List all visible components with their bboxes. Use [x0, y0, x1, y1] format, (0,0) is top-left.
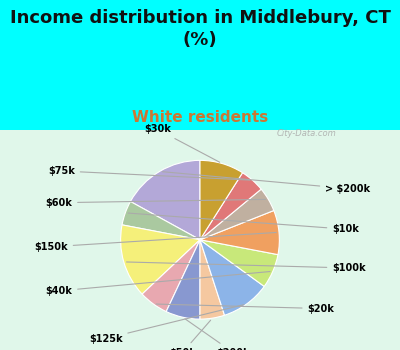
Text: $50k: $50k	[169, 320, 210, 350]
Wedge shape	[121, 225, 200, 294]
Wedge shape	[166, 240, 200, 319]
Wedge shape	[200, 240, 278, 286]
Wedge shape	[200, 240, 264, 315]
Text: White residents: White residents	[132, 110, 268, 125]
Wedge shape	[142, 240, 200, 312]
Text: $20k: $20k	[156, 303, 334, 314]
Text: Income distribution in Middlebury, CT
(%): Income distribution in Middlebury, CT (%…	[10, 9, 390, 49]
Wedge shape	[200, 211, 279, 254]
Text: $125k: $125k	[89, 304, 244, 344]
Text: $200k: $200k	[185, 319, 250, 350]
Wedge shape	[200, 240, 224, 319]
Text: $60k: $60k	[45, 198, 266, 208]
Text: $75k: $75k	[48, 166, 250, 180]
Text: $40k: $40k	[45, 272, 270, 296]
Text: > $200k: > $200k	[162, 172, 370, 194]
Wedge shape	[122, 202, 200, 240]
Text: $100k: $100k	[126, 262, 366, 273]
Wedge shape	[200, 189, 274, 240]
Text: $30k: $30k	[144, 125, 220, 162]
Wedge shape	[130, 160, 200, 240]
Wedge shape	[200, 173, 261, 240]
Wedge shape	[200, 160, 242, 240]
Text: $150k: $150k	[34, 232, 276, 252]
Text: City-Data.com: City-Data.com	[277, 130, 337, 139]
Text: $10k: $10k	[128, 213, 359, 234]
